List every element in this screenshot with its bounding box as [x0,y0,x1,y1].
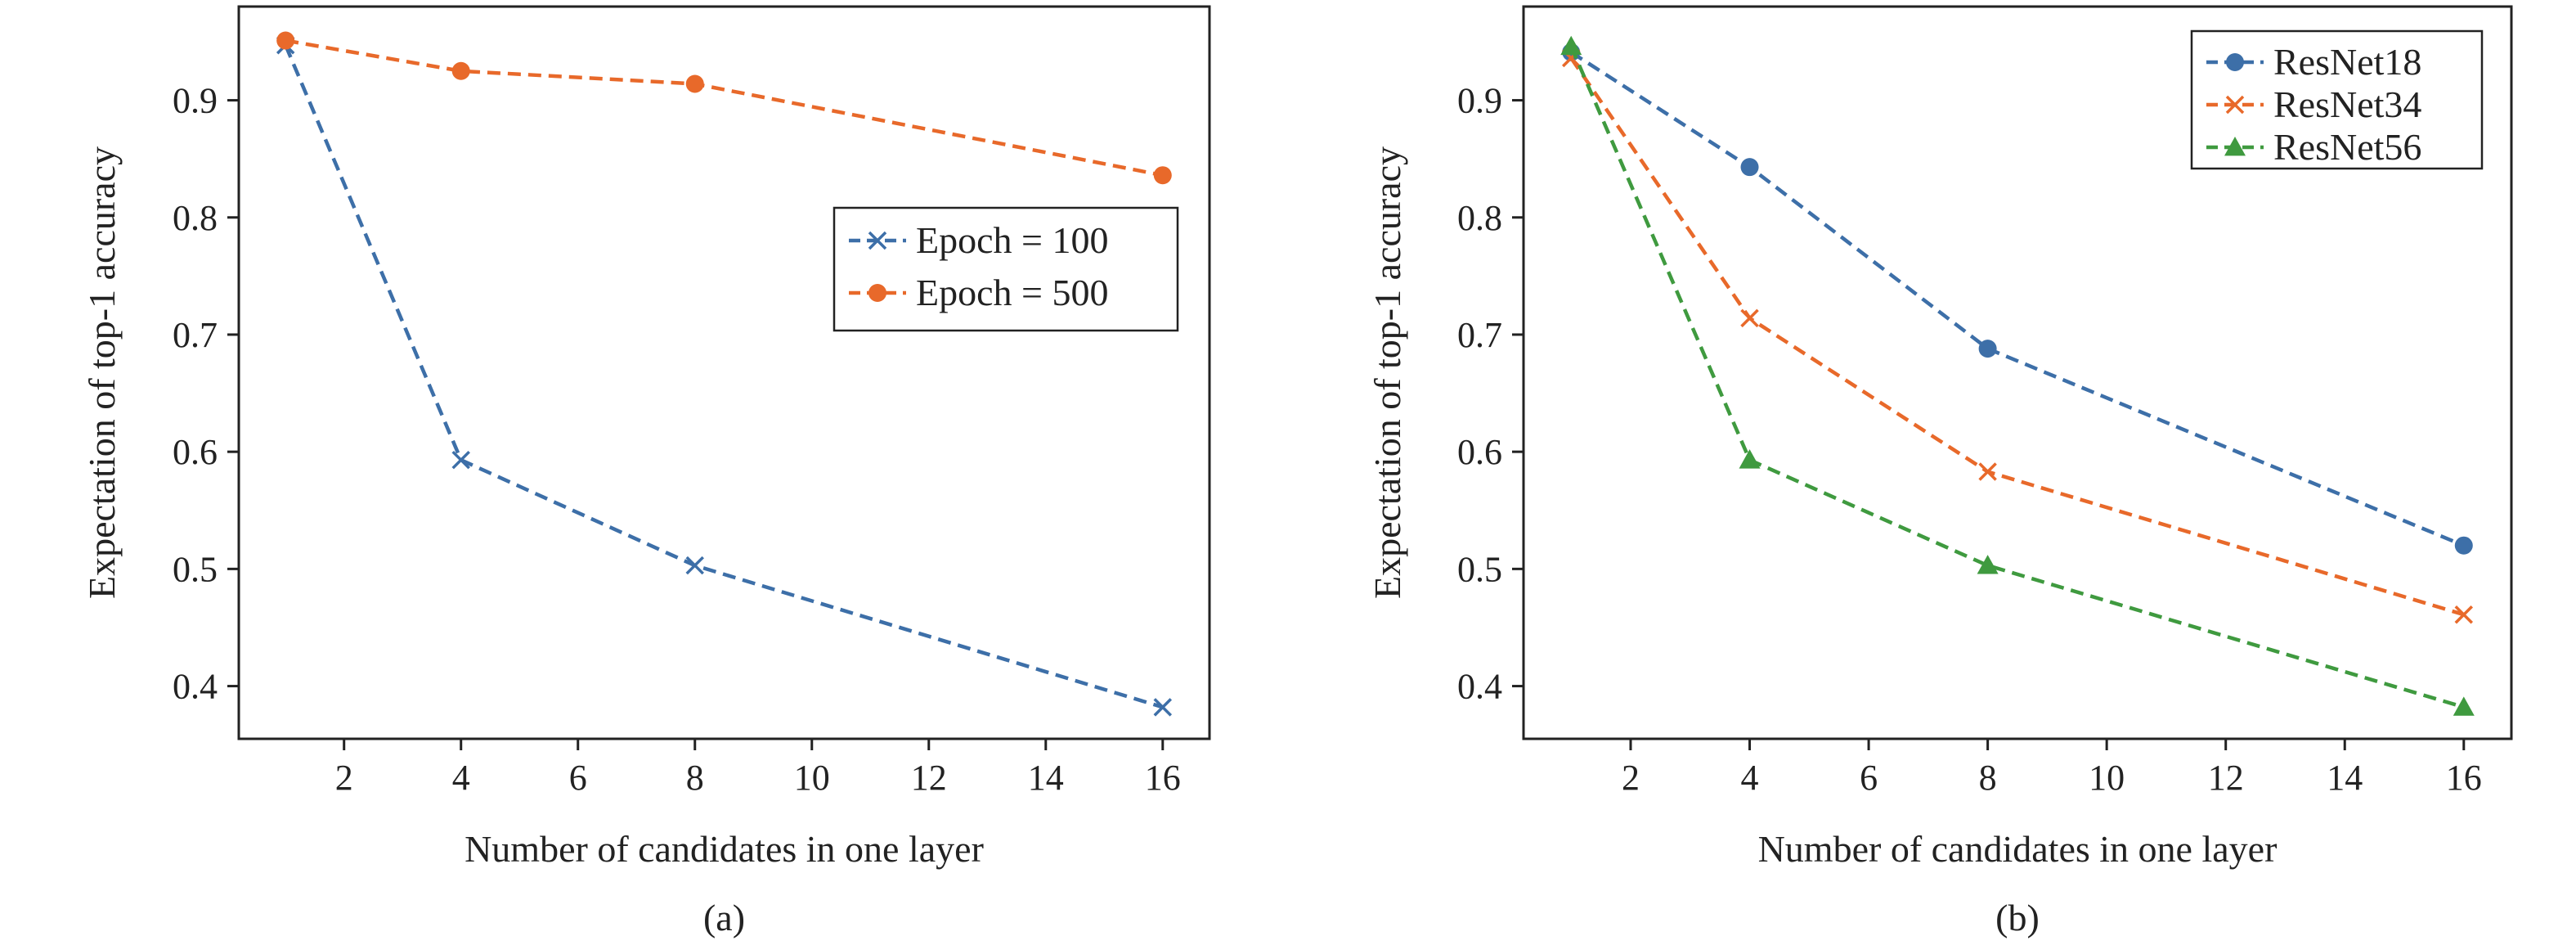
x-tick-label: 2 [1622,758,1640,798]
y-tick-label: 0.8 [173,198,218,238]
x-tick-label: 14 [2327,758,2363,798]
y-axis-label-b: Expectation of top-1 accuracy [1367,146,1408,599]
x-tick-label: 10 [794,758,830,798]
data-point [451,61,470,80]
x-axis-label-b: Number of candidates in one layer [1758,828,2278,870]
x-tick-label: 16 [2446,758,2482,798]
x-tick-label: 8 [686,758,704,798]
y-tick-label: 0.4 [173,667,218,707]
series-line [1569,50,2465,547]
series-1 [276,31,1172,185]
data-point [451,450,470,470]
legend-label: ResNet34 [2273,83,2421,125]
y-tick-label: 0.5 [173,549,218,589]
series-layer-a [276,31,1173,717]
data-point [685,556,704,575]
y-axis-label-a: Expectation of top-1 accuracy [81,146,123,599]
chart-panel-b: 2 4 6 8 10 12 14 16 0.4 0.5 0.6 0.7 0.8 0.9 Number of… [1367,5,2513,938]
data-point [276,31,295,50]
legend-marker [868,284,886,302]
y-tick-label: 0.4 [1457,667,1502,707]
data-point [1740,308,1759,328]
ticks-layer-b: 2 4 6 8 10 12 14 16 0.4 0.5 0.6 0.7 0.8 0.9 [1457,81,2482,798]
panel-label-a: (a) [703,897,745,938]
data-point [1560,35,1582,56]
data-point [2454,536,2473,555]
plot-area-b [1522,5,2513,740]
series-layer-b [1560,35,2475,716]
y-tick-label: 0.9 [173,81,218,121]
data-point [1977,555,1999,574]
panel-label-b: (b) [1995,897,2040,938]
legend-label: Epoch = 500 [916,272,1108,313]
y-tick-label: 0.7 [1457,315,1502,355]
legend-label: Epoch = 100 [916,219,1108,261]
data-point [1978,340,1997,358]
data-point [1153,698,1173,717]
series-1 [1561,48,2474,624]
ticks-layer-a: 2 4 6 8 10 12 14 16 0.4 0.5 0.6 0.7 0.8 0.9 [173,81,1181,798]
legend-marker [2224,137,2246,156]
x-axis-label-a: Number of candidates in one layer [464,828,984,870]
y-tick-label: 0.5 [1457,549,1502,589]
series-2 [1560,35,2475,716]
legend-marker [868,231,887,250]
y-tick-label: 0.6 [1457,432,1502,472]
legend-marker [2225,95,2245,115]
data-point [2453,696,2475,716]
chart-panel-a: 2 4 6 8 10 12 14 16 0.4 0.5 0.6 0.7 0.8 0.9 Number of… [81,5,1211,938]
legend-frame [832,206,1179,332]
x-tick-label: 4 [452,758,470,798]
x-tick-label: 16 [1145,758,1181,798]
y-tick-label: 0.9 [1457,81,1502,121]
plot-area-a [237,5,1211,740]
y-tick-label: 0.8 [1457,198,1502,238]
x-tick-label: 6 [1860,758,1878,798]
x-tick-label: 12 [911,758,947,798]
x-tick-label: 6 [569,758,587,798]
legend-marker [2226,53,2244,71]
legend-label: ResNet18 [2273,41,2421,83]
y-tick-label: 0.7 [173,315,218,355]
x-tick-label: 4 [1741,758,1759,798]
data-point [1740,158,1759,177]
series-line [1569,45,2465,709]
data-point [2454,605,2474,624]
data-point [1739,449,1761,469]
x-tick-label: 14 [1028,758,1064,798]
x-tick-label: 8 [1979,758,1997,798]
x-tick-label: 2 [335,758,353,798]
legend-label: ResNet56 [2273,126,2421,168]
x-tick-label: 10 [2089,758,2125,798]
series-line [284,44,1164,709]
data-point [685,74,704,93]
series-line [285,38,1164,178]
legend-a: Epoch = 100 Epoch = 500 [832,206,1179,332]
x-tick-label: 12 [2208,758,2244,798]
series-line [1569,56,2465,617]
data-point [1153,166,1172,185]
data-point [1978,462,1997,481]
y-tick-label: 0.6 [173,432,218,472]
series-0 [276,36,1173,717]
